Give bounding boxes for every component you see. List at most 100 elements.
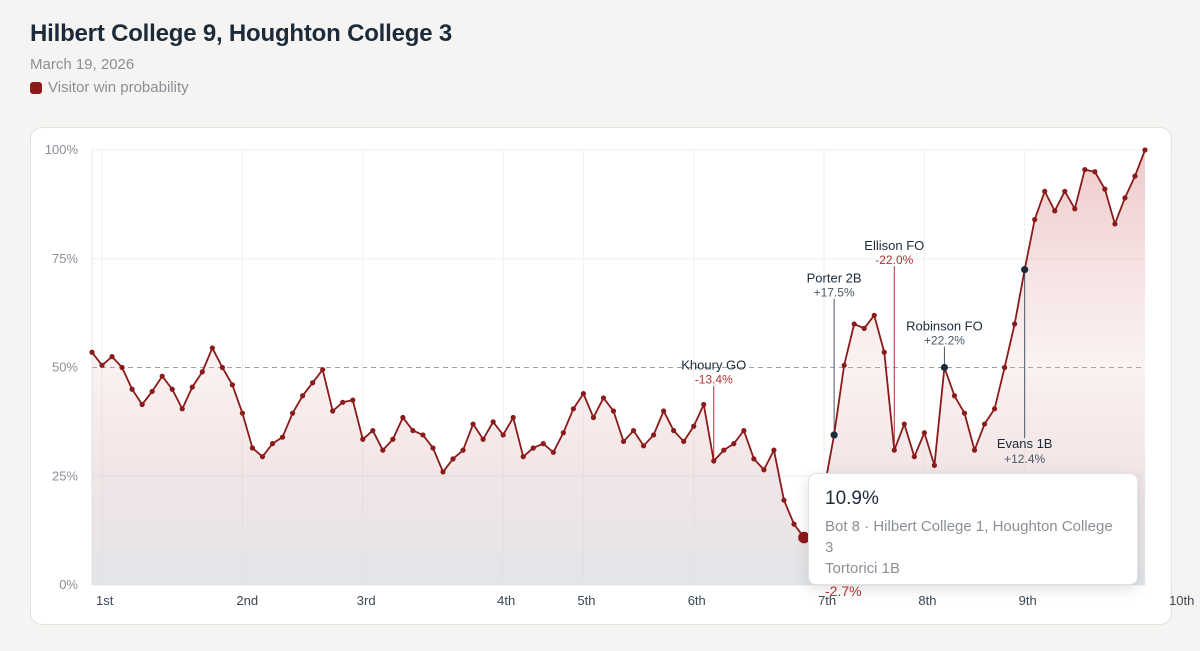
- data-point[interactable]: [1052, 208, 1058, 214]
- data-point[interactable]: [480, 436, 486, 442]
- data-point[interactable]: [300, 393, 306, 399]
- data-point[interactable]: [139, 401, 145, 408]
- data-point[interactable]: [940, 363, 949, 372]
- data-point[interactable]: [741, 427, 747, 434]
- data-point[interactable]: [891, 447, 897, 453]
- data-point[interactable]: [701, 401, 707, 408]
- data-point[interactable]: [691, 423, 697, 429]
- data-point[interactable]: [99, 362, 105, 368]
- data-point[interactable]: [350, 397, 356, 403]
- data-point[interactable]: [600, 395, 607, 401]
- data-point[interactable]: [500, 432, 506, 438]
- data-point[interactable]: [340, 399, 346, 405]
- data-point[interactable]: [249, 445, 256, 451]
- data-point[interactable]: [1142, 147, 1148, 153]
- data-point[interactable]: [991, 406, 998, 412]
- data-point[interactable]: [871, 312, 877, 318]
- data-point[interactable]: [460, 447, 466, 453]
- data-point[interactable]: [440, 469, 446, 475]
- data-point[interactable]: [630, 427, 637, 434]
- data-point[interactable]: [1042, 188, 1048, 194]
- data-point[interactable]: [119, 364, 125, 371]
- data-point[interactable]: [861, 325, 867, 331]
- data-point[interactable]: [921, 430, 927, 436]
- data-point[interactable]: [540, 441, 546, 447]
- data-point[interactable]: [570, 406, 576, 412]
- data-point[interactable]: [550, 449, 556, 455]
- data-point[interactable]: [1102, 186, 1108, 192]
- data-point[interactable]: [169, 386, 175, 392]
- data-point[interactable]: [390, 436, 396, 442]
- data-point[interactable]: [1032, 217, 1038, 223]
- data-point[interactable]: [751, 456, 757, 462]
- data-point[interactable]: [580, 391, 587, 397]
- data-point[interactable]: [209, 345, 215, 351]
- data-point[interactable]: [400, 414, 406, 421]
- data-point[interactable]: [711, 458, 717, 464]
- data-point[interactable]: [560, 430, 566, 436]
- data-point[interactable]: [380, 447, 386, 453]
- data-point[interactable]: [771, 447, 777, 453]
- data-point[interactable]: [510, 414, 516, 421]
- data-point[interactable]: [761, 467, 767, 473]
- data-point[interactable]: [279, 434, 286, 440]
- data-point[interactable]: [1021, 266, 1029, 274]
- data-point[interactable]: [1082, 166, 1088, 173]
- data-point[interactable]: [620, 438, 627, 445]
- data-point[interactable]: [229, 382, 235, 388]
- data-point[interactable]: [109, 354, 115, 360]
- data-point[interactable]: [199, 369, 205, 375]
- data-point[interactable]: [911, 454, 917, 460]
- data-point[interactable]: [450, 456, 456, 462]
- data-point[interactable]: [410, 427, 416, 434]
- data-point[interactable]: [590, 414, 597, 421]
- data-point[interactable]: [671, 427, 677, 434]
- data-point[interactable]: [851, 321, 857, 327]
- data-point[interactable]: [640, 443, 647, 449]
- data-point[interactable]: [520, 454, 526, 460]
- data-point[interactable]: [881, 349, 887, 355]
- points-layer[interactable]: [89, 147, 1148, 544]
- data-point[interactable]: [951, 393, 958, 399]
- data-point[interactable]: [320, 367, 326, 373]
- data-point[interactable]: [1002, 364, 1008, 371]
- data-point[interactable]: [1112, 221, 1118, 227]
- data-point[interactable]: [219, 364, 225, 371]
- data-point[interactable]: [731, 441, 737, 447]
- data-point[interactable]: [259, 454, 266, 460]
- data-point[interactable]: [490, 419, 496, 425]
- data-point[interactable]: [931, 462, 938, 468]
- data-point[interactable]: [721, 447, 727, 453]
- data-point[interactable]: [681, 438, 687, 445]
- data-point[interactable]: [420, 432, 426, 438]
- data-point[interactable]: [901, 421, 907, 427]
- data-point[interactable]: [981, 421, 988, 427]
- data-point[interactable]: [430, 445, 436, 451]
- data-point[interactable]: [149, 388, 155, 395]
- data-point[interactable]: [651, 432, 657, 438]
- data-point[interactable]: [189, 384, 195, 390]
- data-point[interactable]: [360, 436, 366, 442]
- data-point[interactable]: [1062, 188, 1068, 194]
- data-point[interactable]: [530, 445, 536, 451]
- data-point[interactable]: [781, 497, 787, 503]
- data-point[interactable]: [1132, 173, 1138, 179]
- data-point[interactable]: [791, 521, 797, 527]
- data-point[interactable]: [1072, 206, 1078, 212]
- data-point[interactable]: [179, 406, 185, 412]
- data-point[interactable]: [961, 410, 968, 416]
- data-point[interactable]: [370, 427, 376, 434]
- data-point[interactable]: [830, 431, 838, 439]
- data-point[interactable]: [289, 410, 296, 416]
- data-point[interactable]: [159, 373, 165, 379]
- data-point[interactable]: [971, 447, 978, 453]
- data-point[interactable]: [470, 421, 476, 427]
- data-point[interactable]: [661, 408, 667, 414]
- data-point[interactable]: [1122, 195, 1128, 201]
- data-point[interactable]: [239, 410, 246, 416]
- data-point[interactable]: [269, 441, 276, 447]
- data-point[interactable]: [610, 408, 617, 414]
- data-point[interactable]: [1012, 321, 1018, 327]
- data-point[interactable]: [1092, 169, 1098, 175]
- data-point[interactable]: [310, 380, 316, 386]
